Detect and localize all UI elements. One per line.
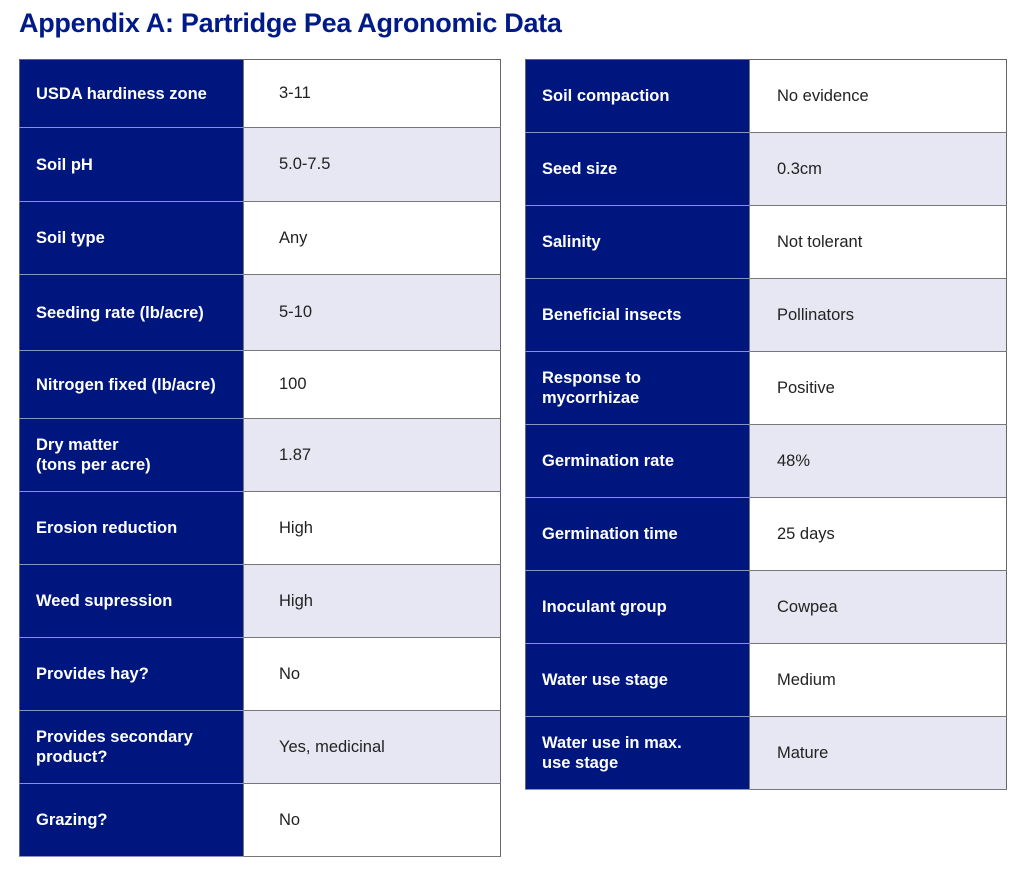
row-value: 0.3cm (749, 132, 1007, 206)
table-row: Germination rate 48% (525, 424, 1007, 498)
row-value: Mature (749, 716, 1007, 790)
row-label: Erosion reduction (19, 491, 244, 565)
table-row: Response to mycorrhizae Positive (525, 351, 1007, 425)
row-value: Positive (749, 351, 1007, 425)
row-value: Yes, medicinal (243, 710, 501, 784)
table-row: Salinity Not tolerant (525, 205, 1007, 279)
row-label: Provides secondary product? (19, 710, 244, 784)
row-label: Seeding rate (lb/acre) (19, 274, 244, 351)
table-row: Soil compaction No evidence (525, 59, 1007, 133)
table-row: Water use in max. use stage Mature (525, 716, 1007, 790)
row-value: 5.0-7.5 (243, 127, 501, 202)
row-label: Germination rate (525, 424, 750, 498)
table-row: Soil type Any (19, 201, 501, 275)
table-row: Soil pH 5.0-7.5 (19, 127, 501, 202)
table-row: Beneficial insects Pollinators (525, 278, 1007, 352)
page-title: Appendix A: Partridge Pea Agronomic Data (19, 8, 562, 38)
row-value: Not tolerant (749, 205, 1007, 279)
row-label: Germination time (525, 497, 750, 571)
row-label: Water use in max. use stage (525, 716, 750, 790)
row-label: Provides hay? (19, 637, 244, 711)
table-row: Dry matter (tons per acre) 1.87 (19, 418, 501, 492)
row-label: Water use stage (525, 643, 750, 717)
row-value: Medium (749, 643, 1007, 717)
row-label: Soil type (19, 201, 244, 275)
table-row: Water use stage Medium (525, 643, 1007, 717)
table-row: Germination time 25 days (525, 497, 1007, 571)
row-value: No evidence (749, 59, 1007, 133)
row-label: Response to mycorrhizae (525, 351, 750, 425)
agronomic-table-right: Soil compaction No evidence Seed size 0.3cm… (525, 59, 1007, 790)
row-value: 1.87 (243, 418, 501, 492)
row-value: 5-10 (243, 274, 501, 351)
row-label: Seed size (525, 132, 750, 206)
agronomic-table-left: USDA hardiness zone 3-11 Soil pH 5.0-7.5 Soi… (19, 59, 501, 857)
row-value: No (243, 783, 501, 857)
table-row: Seeding rate (lb/acre) 5-10 (19, 274, 501, 351)
row-value: No (243, 637, 501, 711)
row-value: High (243, 491, 501, 565)
row-value: Cowpea (749, 570, 1007, 644)
table-row: Nitrogen fixed (lb/acre) 100 (19, 350, 501, 419)
table-row: Provides hay? No (19, 637, 501, 711)
row-label: Salinity (525, 205, 750, 279)
table-row: Erosion reduction High (19, 491, 501, 565)
row-value: High (243, 564, 501, 638)
table-row: Provides secondary product? Yes, medicinal (19, 710, 501, 784)
row-label: Soil pH (19, 127, 244, 202)
row-label: Grazing? (19, 783, 244, 857)
row-label: Soil compaction (525, 59, 750, 133)
row-label: Dry matter (tons per acre) (19, 418, 244, 492)
row-label: Beneficial insects (525, 278, 750, 352)
table-row: Seed size 0.3cm (525, 132, 1007, 206)
row-value: Pollinators (749, 278, 1007, 352)
row-value: Any (243, 201, 501, 275)
row-value: 3-11 (243, 59, 501, 128)
table-row: USDA hardiness zone 3-11 (19, 59, 501, 128)
row-label: Weed supression (19, 564, 244, 638)
row-value: 48% (749, 424, 1007, 498)
table-row: Inoculant group Cowpea (525, 570, 1007, 644)
table-row: Grazing? No (19, 783, 501, 857)
table-row: Weed supression High (19, 564, 501, 638)
row-label: USDA hardiness zone (19, 59, 244, 128)
row-value: 25 days (749, 497, 1007, 571)
row-label: Inoculant group (525, 570, 750, 644)
row-label: Nitrogen fixed (lb/acre) (19, 350, 244, 419)
row-value: 100 (243, 350, 501, 419)
